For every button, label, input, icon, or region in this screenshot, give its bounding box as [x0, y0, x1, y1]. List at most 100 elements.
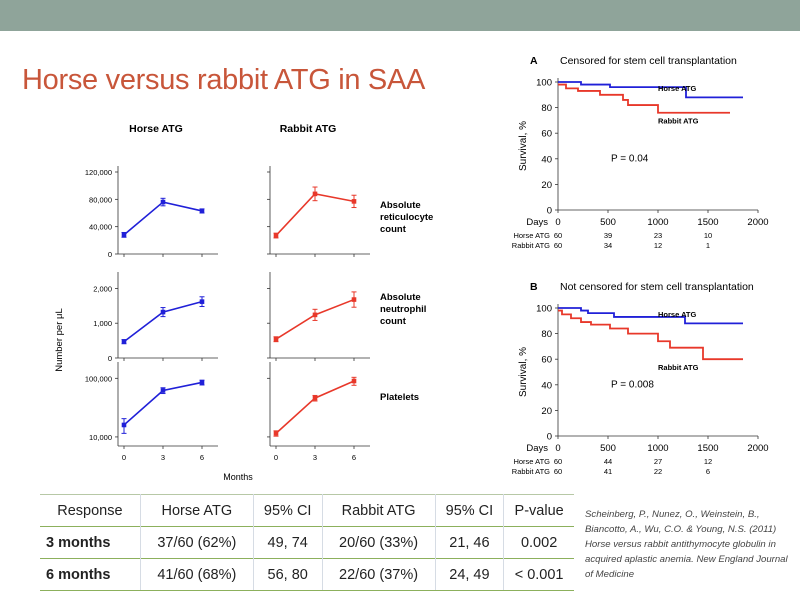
at-risk-count: 12 [654, 241, 662, 250]
table-header-cell: Rabbit ATG [322, 494, 436, 527]
series-label: Rabbit ATG [658, 117, 699, 126]
x-axis-label: Months [223, 472, 253, 482]
table-cell: 49, 74 [253, 526, 323, 559]
slide-title: Horse versus rabbit ATG in SAA [22, 64, 426, 96]
table-header-cell: 95% CI [253, 494, 323, 527]
panel-label: Absolute [380, 292, 421, 303]
y-tick-label: 100 [536, 78, 552, 89]
y-tick-label: 100,000 [85, 374, 112, 383]
table-cell: 22/60 (37%) [322, 558, 436, 591]
response-table: Response Horse ATG 95% CI Rabbit ATG 95%… [40, 494, 574, 591]
y-tick-label: 40 [541, 380, 552, 391]
rabbit-data-point [312, 191, 318, 197]
y-tick-label: 0 [108, 354, 112, 363]
at-risk-count: 1 [706, 241, 710, 250]
at-risk-count: 12 [704, 457, 712, 466]
horse-series-line [123, 201, 203, 236]
at-risk-count: 60 [554, 467, 562, 476]
panel-letter: A [530, 55, 538, 67]
series-label: Horse ATG [658, 84, 697, 93]
at-risk-row-label: Rabbit ATG [512, 241, 550, 250]
series-label: Rabbit ATG [658, 363, 699, 372]
table-header-cell: 95% CI [435, 494, 505, 527]
table-cell: 24, 49 [435, 558, 505, 591]
table-header-row: Response Horse ATG 95% CI Rabbit ATG 95%… [40, 494, 574, 527]
at-risk-count: 27 [654, 457, 662, 466]
x-tick-label: 0 [274, 453, 278, 462]
horse-data-point [121, 422, 127, 428]
table-header-cell: Horse ATG [140, 494, 254, 527]
at-risk-row-label: Horse ATG [513, 457, 550, 466]
panel-label: count [380, 224, 407, 235]
horse-data-point [121, 339, 127, 344]
table-cell: < 0.001 [503, 558, 574, 591]
blood-count-chart: Horse ATG Rabbit ATG Number per μL 0 40,000 8… [54, 123, 433, 482]
at-risk-count: 22 [654, 467, 662, 476]
survival-chart-not-censored: B Not censored for stem cell transplantat… [512, 281, 769, 476]
series-label: Horse ATG [658, 310, 697, 319]
chart-title: Not censored for stem cell transplantati… [560, 281, 754, 293]
at-risk-count: 60 [554, 241, 562, 250]
horse-data-point [160, 309, 166, 315]
rabbit-data-point [351, 378, 357, 384]
x-tick-label: 6 [352, 453, 356, 462]
y-tick-label: 0 [108, 250, 112, 259]
x-tick-label: 1500 [697, 217, 718, 228]
horse-data-point [160, 388, 166, 393]
rabbit-data-point [273, 233, 279, 238]
at-risk-count: 60 [554, 457, 562, 466]
x-tick-label: 1000 [647, 443, 668, 454]
horse-data-point [199, 299, 205, 304]
y-axis-label: Survival, % [518, 347, 529, 397]
at-risk-count: 10 [704, 231, 712, 240]
horse-data-point [199, 380, 205, 385]
rabbit-data-point [312, 395, 318, 401]
y-tick-label: 120,000 [85, 168, 112, 177]
rabbit-data-point [312, 312, 318, 318]
y-tick-label: 20 [541, 406, 552, 417]
table-row: 3 months 37/60 (62%) 49, 74 20/60 (33%) … [40, 526, 574, 559]
y-tick-label: 80 [541, 329, 552, 340]
table-row-label: 3 months [40, 526, 141, 559]
table-cell: 41/60 (68%) [140, 558, 254, 591]
at-risk-count: 34 [604, 241, 612, 250]
x-tick-label: 0 [122, 453, 126, 462]
at-risk-row-label: Rabbit ATG [512, 467, 550, 476]
panel-label: neutrophil [380, 304, 426, 315]
x-tick-label: 2000 [747, 443, 768, 454]
y-tick-label: 60 [541, 355, 552, 366]
y-tick-label: 100 [536, 304, 552, 315]
panel-label: Platelets [380, 392, 419, 403]
y-tick-label: 0 [547, 432, 552, 443]
y-tick-label: 0 [547, 206, 552, 217]
panel-label: reticulocyte [380, 212, 433, 223]
rabbit-data-point [273, 431, 279, 436]
at-risk-count: 6 [706, 467, 710, 476]
x-tick-label: 0 [555, 443, 560, 454]
table-header-cell: Response [40, 494, 141, 527]
horse-data-point [199, 208, 205, 214]
horse-data-point [121, 232, 127, 238]
survival-chart-censored: A Censored for stem cell transplantation 0… [512, 55, 769, 250]
p-value: P = 0.04 [611, 153, 649, 164]
x-tick-label: 6 [200, 453, 204, 462]
table-header-cell: P-value [503, 494, 574, 527]
table-cell: 20/60 (33%) [322, 526, 436, 559]
y-tick-label: 20 [541, 180, 552, 191]
x-axis-label: Days [526, 217, 548, 228]
at-risk-count: 60 [554, 231, 562, 240]
panel-label: Absolute [380, 200, 421, 211]
y-tick-label: 40,000 [89, 223, 112, 232]
chart-title: Censored for stem cell transplantation [560, 55, 737, 67]
rabbit-data-point [273, 336, 279, 342]
at-risk-count: 39 [604, 231, 612, 240]
x-tick-label: 1000 [647, 217, 668, 228]
x-tick-label: 2000 [747, 217, 768, 228]
x-tick-label: 500 [600, 443, 616, 454]
rabbit-data-point [351, 199, 357, 204]
top-banner [0, 0, 800, 31]
y-tick-label: 60 [541, 129, 552, 140]
at-risk-count: 41 [604, 467, 612, 476]
table-cell: 37/60 (62%) [140, 526, 254, 559]
x-tick-label: 3 [161, 453, 165, 462]
